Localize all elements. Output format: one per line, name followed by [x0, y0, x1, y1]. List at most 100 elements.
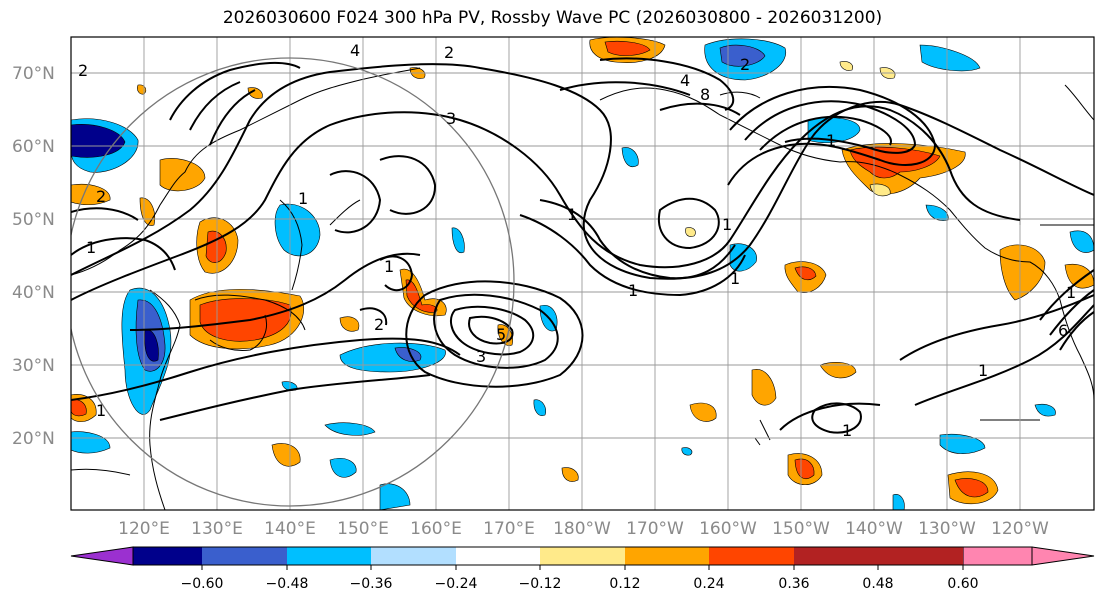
- contour-label: 2: [444, 43, 454, 62]
- anomaly-region: [1064, 264, 1094, 289]
- lon-label: 160°E: [410, 519, 462, 539]
- anomaly-region: [1034, 403, 1056, 417]
- contour-label: 2: [740, 55, 750, 74]
- colorbar-outline: [132, 546, 1033, 566]
- contour-label: 1: [722, 215, 732, 234]
- colorbar: −0.60 −0.48 −0.36 −0.24 −0.12 0.12 0.24 …: [70, 546, 1095, 592]
- lon-label: 170°E: [483, 519, 535, 539]
- colorbar-extend-left: [70, 546, 134, 566]
- lat-label: 30°N: [12, 356, 55, 376]
- contour-label: 2: [96, 187, 106, 206]
- anomaly-region: [329, 458, 357, 478]
- lon-label: 170°W: [626, 519, 684, 539]
- lon-label: 130°E: [191, 519, 243, 539]
- map-frame: [70, 36, 1095, 511]
- anomaly-region: [839, 61, 853, 71]
- colorbar-tick-label: −0.60: [181, 576, 224, 592]
- anomaly-region: [71, 399, 87, 417]
- lat-label: 60°N: [12, 137, 55, 157]
- contour-label: 6: [1058, 321, 1068, 340]
- contour-label: 1: [978, 361, 988, 380]
- contour-label: 1: [96, 401, 106, 420]
- contour-label: 1: [826, 131, 836, 150]
- colorbar-segment: [133, 547, 202, 565]
- anomaly-region: [621, 147, 639, 168]
- anomaly-region: [379, 483, 411, 510]
- lon-label: 150°W: [772, 519, 830, 539]
- contour-label: 1: [86, 238, 96, 257]
- anomaly-region: [794, 458, 815, 479]
- contour-label: 1: [298, 189, 308, 208]
- anomaly-region: [925, 204, 949, 221]
- colorbar-tick-label: 0.12: [609, 576, 640, 592]
- contour-label: 2: [374, 315, 384, 334]
- anomaly-region: [324, 422, 376, 436]
- contour-label: 3: [446, 109, 456, 128]
- lat-label: 50°N: [12, 210, 55, 230]
- anomaly-region: [71, 124, 126, 158]
- lat-label: 70°N: [12, 64, 55, 84]
- anomaly-region: [451, 227, 465, 254]
- contour-label: 3: [476, 347, 486, 366]
- anomaly-region: [919, 44, 981, 72]
- anomaly-region: [794, 266, 817, 281]
- anomaly-region: [685, 227, 696, 237]
- anomaly-shading: [71, 37, 1094, 510]
- lon-label: 130°W: [918, 519, 976, 539]
- map-area: [71, 37, 1094, 510]
- anomaly-region: [719, 44, 766, 67]
- lon-label: 140°E: [264, 519, 316, 539]
- anomaly-region: [405, 279, 438, 313]
- contour-label: 2: [78, 61, 88, 80]
- contour-labels: 2 2 3 4 2 1 1 1 1 1 5 3 2 1 1 2 4 8 1 1 …: [78, 41, 1076, 440]
- latitude-axis: 70°N 60°N 50°N 40°N 30°N 20°N: [12, 64, 55, 449]
- colorbar-tick-label: −0.48: [266, 576, 309, 592]
- pv-contours: [71, 57, 1094, 434]
- anomaly-region: [71, 431, 111, 454]
- lat-label: 40°N: [12, 283, 55, 303]
- anomaly-region: [533, 399, 547, 416]
- anomaly-region: [689, 402, 717, 422]
- colorbar-tick-label: 0.60: [947, 576, 978, 592]
- anomaly-region: [271, 443, 301, 467]
- colorbar-tick-label: −0.12: [519, 576, 562, 592]
- lon-label: 120°E: [118, 519, 170, 539]
- lon-label: 120°W: [991, 519, 1049, 539]
- anomaly-region: [604, 40, 651, 56]
- contour-label: 1: [567, 205, 577, 224]
- anomaly-region: [849, 146, 941, 179]
- longitude-axis: 120°E 130°E 140°E 150°E 160°E 170°E 180°…: [118, 519, 1049, 539]
- anomaly-region: [144, 329, 159, 362]
- lon-label: 140°W: [845, 519, 903, 539]
- colorbar-tick-label: 0.48: [862, 576, 893, 592]
- colorbar-tick-label: −0.24: [435, 576, 478, 592]
- colorbar-segment: [878, 547, 963, 565]
- colorbar-segment: [456, 547, 540, 565]
- colorbar-segment: [709, 547, 794, 565]
- contour-label: 1: [384, 257, 394, 276]
- map-title: 2026030600 F024 300 hPa PV, Rossby Wave …: [222, 8, 883, 28]
- colorbar-tick-label: 0.36: [778, 576, 809, 592]
- lon-label: 160°W: [699, 519, 757, 539]
- lon-label: 180°W: [553, 519, 611, 539]
- contour-label: 1: [842, 421, 852, 440]
- anomaly-region: [751, 369, 777, 406]
- colorbar-tick-label: −0.36: [350, 576, 393, 592]
- contour-label: 1: [1066, 283, 1076, 302]
- contour-label: 5: [496, 325, 506, 344]
- anomaly-region: [954, 478, 989, 498]
- lon-label: 150°E: [337, 519, 389, 539]
- colorbar-segment: [625, 547, 709, 565]
- colorbar-segment: [540, 547, 625, 565]
- anomaly-region: [1069, 230, 1094, 253]
- colorbar-segment: [794, 547, 878, 565]
- anomaly-region: [819, 362, 857, 379]
- contour-label: 1: [628, 281, 638, 300]
- anomaly-region: [999, 244, 1046, 301]
- anomaly-region: [892, 494, 905, 510]
- colorbar-segment: [202, 547, 287, 565]
- anomaly-region: [681, 447, 693, 456]
- contour-label: 8: [700, 85, 710, 104]
- colorbar-segment: [371, 547, 456, 565]
